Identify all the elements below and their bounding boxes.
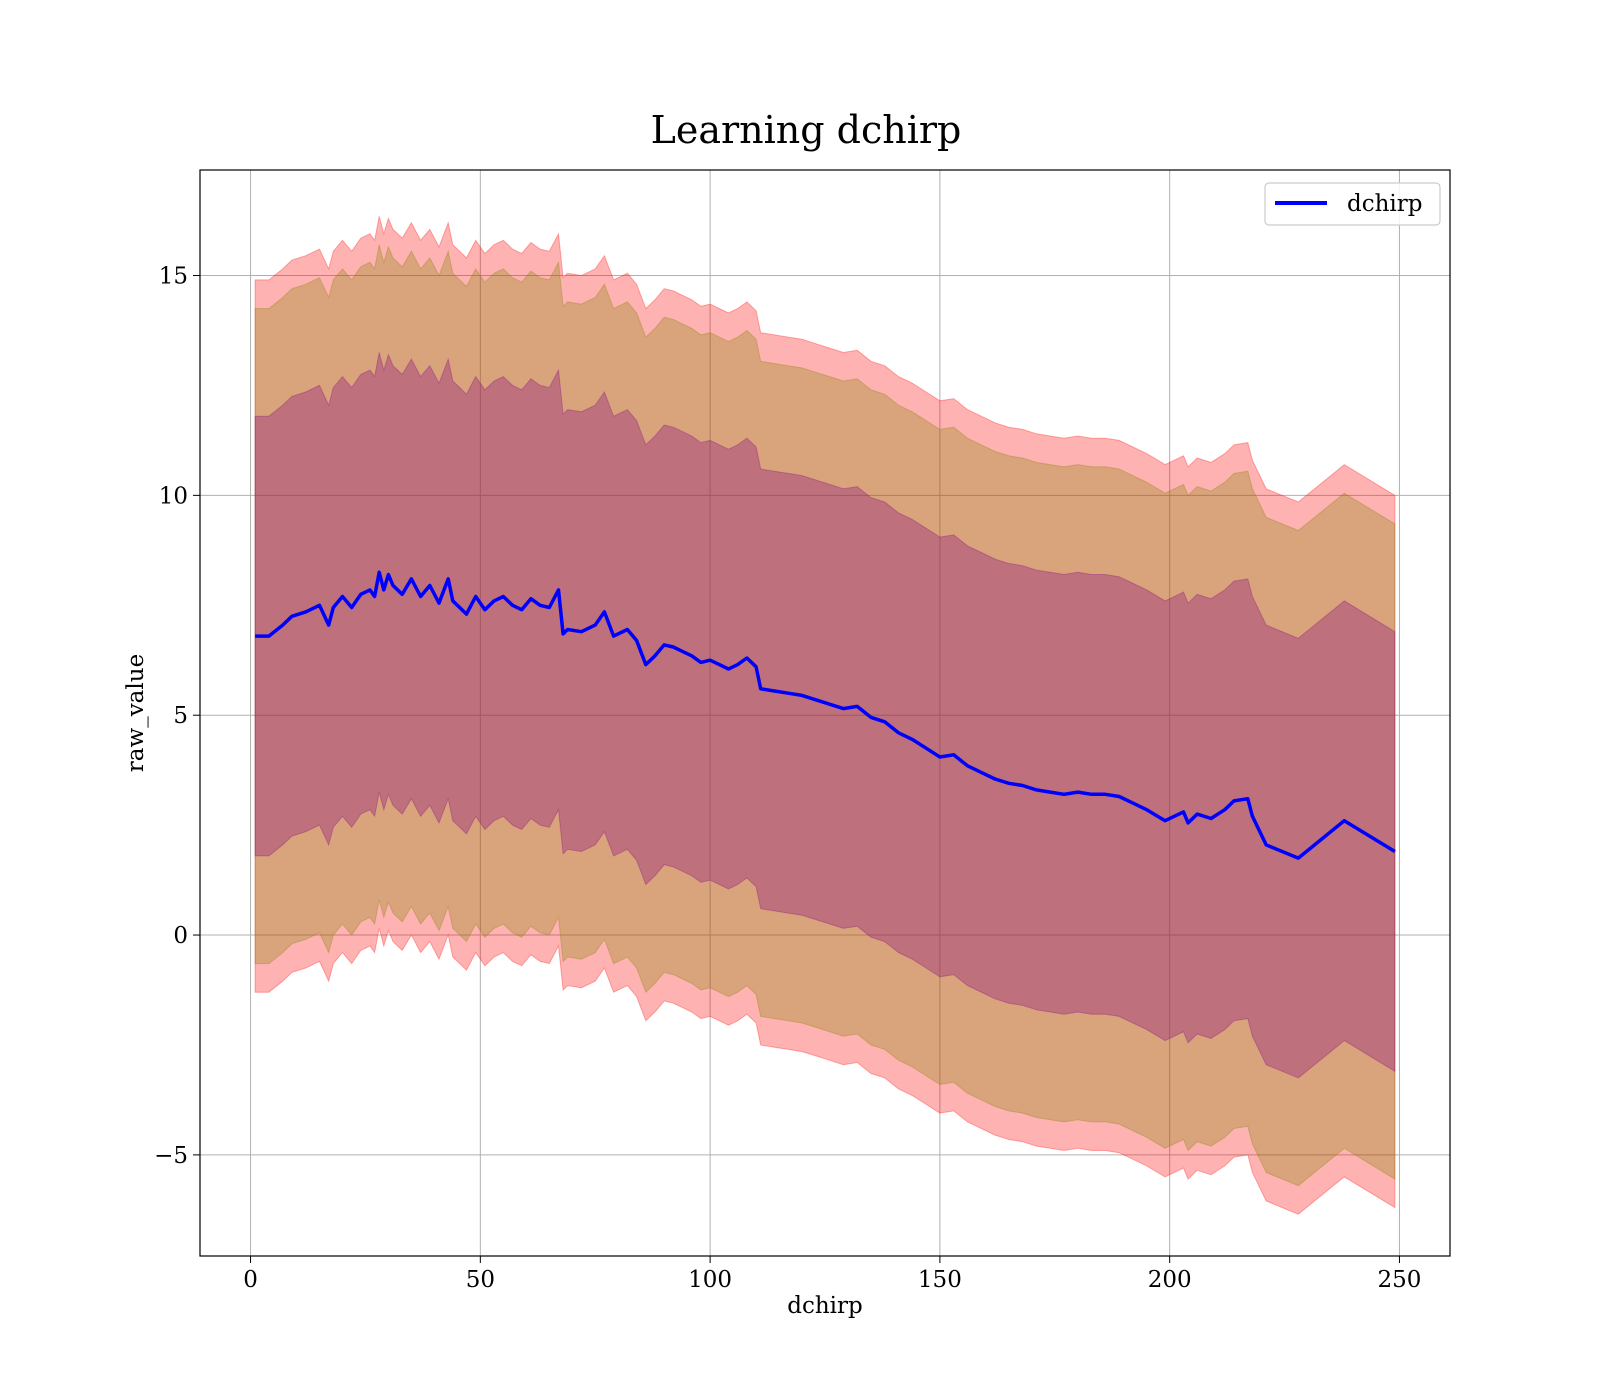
uncertainty-bands <box>254 216 1396 1215</box>
legend-box <box>1264 182 1441 226</box>
legend: dchirp <box>1264 182 1441 226</box>
y-axis-label: raw_value <box>123 654 149 772</box>
legend-label: dchirp <box>1347 191 1423 217</box>
y-tick-label: 0 <box>173 923 188 949</box>
y-ticks: −5 0 5 10 15 <box>154 264 200 1169</box>
y-tick-label: 5 <box>173 703 188 729</box>
chart-title: Learning dchirp <box>651 108 962 152</box>
x-axis-label: dchirp <box>787 1293 863 1319</box>
y-tick-label: −5 <box>154 1143 188 1169</box>
x-tick-label: 100 <box>688 1267 732 1293</box>
x-tick-label: 0 <box>243 1267 258 1293</box>
grid <box>200 170 1450 1256</box>
x-tick-label: 50 <box>466 1267 495 1293</box>
plot-frame <box>199 169 1451 1257</box>
x-tick-label: 200 <box>1148 1267 1192 1293</box>
x-ticks: 0 50 100 150 200 250 <box>243 1256 1421 1293</box>
y-tick-label: 15 <box>159 264 188 290</box>
series-line-dchirp <box>255 570 1396 860</box>
confidence-band <box>254 216 1396 1215</box>
series-lines <box>255 570 1396 860</box>
x-tick-label: 150 <box>918 1267 962 1293</box>
confidence-band <box>254 244 1396 1187</box>
x-tick-label: 250 <box>1377 1267 1421 1293</box>
confidence-band <box>254 352 1396 1079</box>
y-tick-label: 10 <box>159 483 188 509</box>
